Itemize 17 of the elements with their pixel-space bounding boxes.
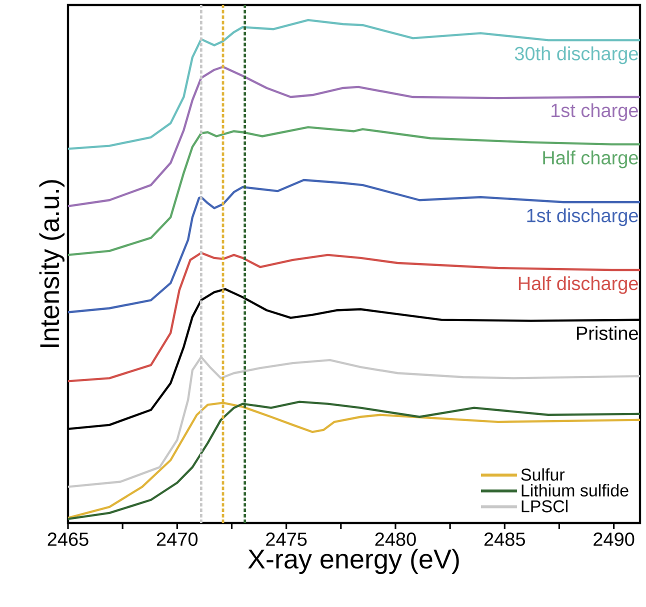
y-axis-title: Intensity (a.u.)	[39, 180, 64, 348]
x-tick-label: 2480	[375, 532, 416, 546]
x-tick-label: 2465	[48, 532, 88, 546]
x-tick-label: 2475	[266, 532, 307, 546]
x-tick-label: 2490	[594, 532, 634, 546]
x-tick-label: 2470	[156, 532, 198, 546]
legend-label: Lithium sulfide	[522, 484, 628, 497]
annotation: Half charge	[543, 150, 638, 168]
annotation: 1st charge	[552, 103, 638, 121]
annotation: Half discharge	[518, 276, 638, 294]
annotation: 1st discharge	[527, 208, 638, 226]
annotation: 30th discharge	[514, 46, 638, 64]
x-tick-label: 2485	[484, 532, 525, 546]
annotation: Pristine	[577, 326, 638, 340]
legend-label: Sulfur	[521, 468, 565, 481]
legend-label: LPSCl	[522, 500, 568, 512]
x-axis-title: X-ray energy (eV)	[248, 548, 459, 574]
